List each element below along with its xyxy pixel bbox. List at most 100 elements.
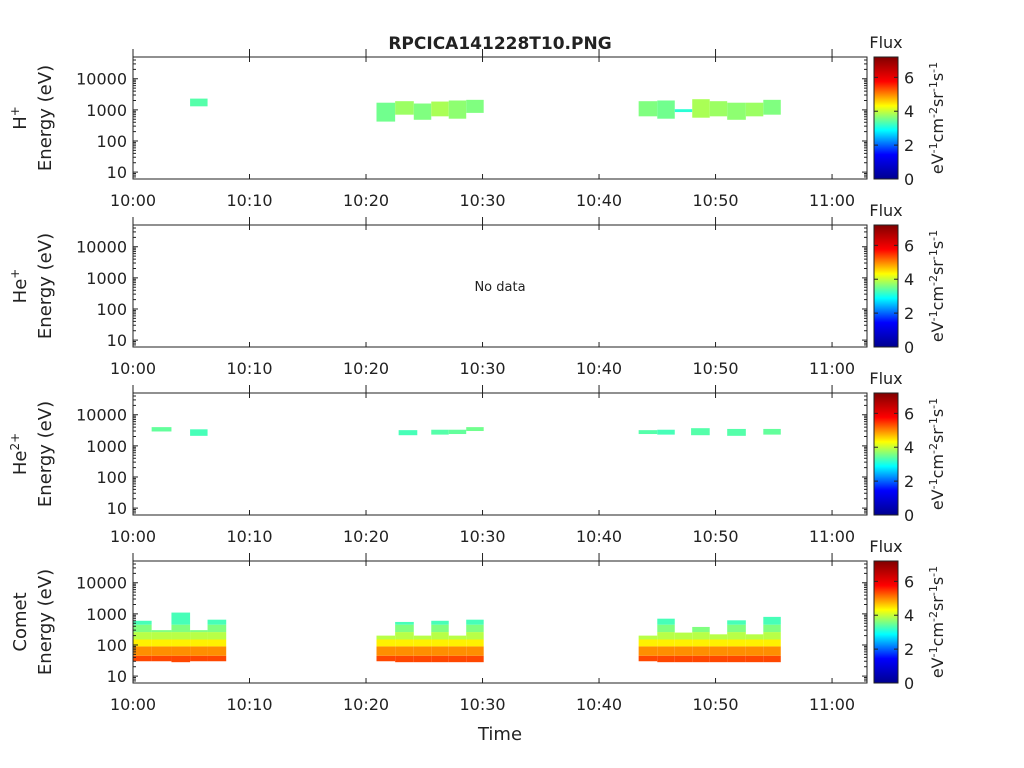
flux-cell [466, 655, 484, 663]
flux-cell [709, 646, 728, 656]
flux-cell [709, 639, 728, 647]
x-tick-label: 10:00 [110, 527, 156, 546]
flux-cell [431, 646, 449, 656]
plot-frame [132, 224, 868, 348]
flux-cell [674, 655, 693, 663]
flux-cell [376, 635, 396, 640]
plot-frame [132, 560, 868, 684]
colorbar-unit-label: eV-1cm-2sr-1s-1 [927, 230, 948, 342]
flux-block [190, 98, 208, 107]
flux-cell [171, 639, 191, 647]
colorbar-unit-label: eV-1cm-2sr-1s-1 [927, 62, 948, 174]
flux-cell [395, 639, 414, 647]
flux-cell [763, 616, 781, 625]
flux-block [431, 429, 449, 435]
flux-cell [413, 655, 432, 663]
flux-cell [763, 639, 781, 647]
flux-cell [395, 646, 414, 656]
flux-cell [727, 646, 746, 656]
flux-cell [657, 618, 675, 625]
x-tick-label: 10:20 [343, 527, 389, 546]
x-tick-label: 10:50 [692, 527, 738, 546]
flux-cell [466, 639, 484, 647]
flux-cell [395, 655, 414, 663]
flux-cell [413, 635, 432, 640]
x-tick-label: 10:00 [110, 359, 156, 378]
flux-cell [133, 655, 152, 662]
flux-cell [745, 639, 764, 647]
flux-block [190, 429, 208, 436]
flux-block [763, 99, 781, 115]
colorbar-tick-label: 6 [904, 68, 914, 87]
panel-heplus: 10:00 10:10 10:20 10:30 10:40 10:50 11:00 10 100… [8, 201, 947, 378]
colorbar-tick-label: 4 [904, 102, 914, 121]
flux-block [745, 102, 764, 117]
x-tick-label: 11:00 [809, 191, 855, 210]
flux-cell [448, 646, 467, 656]
flux-cell [727, 620, 746, 625]
flux-cell [657, 646, 675, 656]
colorbar-tick-label: 2 [904, 304, 914, 323]
flux-cell [692, 646, 710, 656]
flux-cell [151, 639, 172, 647]
colorbar-scale [873, 560, 899, 684]
flux-cell [638, 639, 658, 647]
y-tick-label: 1000 [86, 437, 127, 456]
flux-cell [133, 632, 152, 640]
flux-cell [190, 655, 208, 662]
x-tick-label: 11:00 [809, 695, 855, 714]
x-tick-label: 10:20 [343, 191, 389, 210]
x-tick-label: 10:10 [226, 695, 272, 714]
x-tick-label: 10:50 [692, 695, 738, 714]
y-axis-species-label: Comet [10, 592, 31, 651]
flux-cell [431, 620, 449, 625]
flux-cell [674, 632, 693, 640]
flux-cell [692, 632, 710, 640]
x-tick-label: 11:00 [809, 527, 855, 546]
flux-block [376, 102, 396, 122]
figure-title: RPCICA141228T10.PNG [388, 34, 611, 54]
y-axis-energy-label: Energy (eV) [35, 65, 56, 171]
flux-cell [376, 639, 396, 647]
x-tick-label: 10:30 [459, 695, 505, 714]
flux-cell [376, 655, 396, 662]
colorbar-title: Flux [869, 201, 902, 220]
y-tick-label: 1000 [86, 101, 127, 120]
x-tick-label: 10:50 [692, 359, 738, 378]
flux-block [763, 428, 781, 435]
flux-cell [709, 655, 728, 663]
x-tick-label: 10:40 [576, 191, 622, 210]
flux-cell [413, 646, 432, 656]
colorbar-tick-label: 2 [904, 136, 914, 155]
flux-cell [763, 655, 781, 663]
x-tick-label: 10:40 [576, 359, 622, 378]
y-tick-label: 10 [107, 331, 127, 350]
colorbar-tick-label: 0 [904, 506, 914, 525]
colorbar-tick-label: 6 [904, 236, 914, 255]
plot-frame [132, 392, 868, 516]
flux-cell [763, 632, 781, 640]
y-axis-species-label: H+ [8, 106, 31, 130]
flux-cell [466, 624, 484, 633]
flux-cell [638, 635, 658, 640]
y-tick-label: 1000 [86, 605, 127, 624]
y-axis-energy-label: Energy (eV) [35, 401, 56, 507]
flux-cell [133, 620, 152, 625]
y-tick-label: 10000 [76, 574, 127, 593]
x-tick-label: 10:30 [459, 191, 505, 210]
y-axis-species-label: He+ [8, 269, 31, 304]
flux-cell [727, 639, 746, 647]
flux-block [657, 100, 675, 119]
flux-cell [763, 624, 781, 633]
x-tick-label: 10:10 [226, 191, 272, 210]
colorbar-tick-label: 4 [904, 270, 914, 289]
flux-cell [431, 632, 449, 640]
colorbar-tick-label: 2 [904, 472, 914, 491]
flux-cell [171, 655, 191, 663]
x-axis-label: Time [477, 724, 522, 745]
flux-cell [207, 624, 227, 633]
colorbar-unit-label: eV-1cm-2sr-1s-1 [927, 566, 948, 678]
y-tick-label: 100 [96, 132, 127, 151]
y-tick-label: 10000 [76, 238, 127, 257]
